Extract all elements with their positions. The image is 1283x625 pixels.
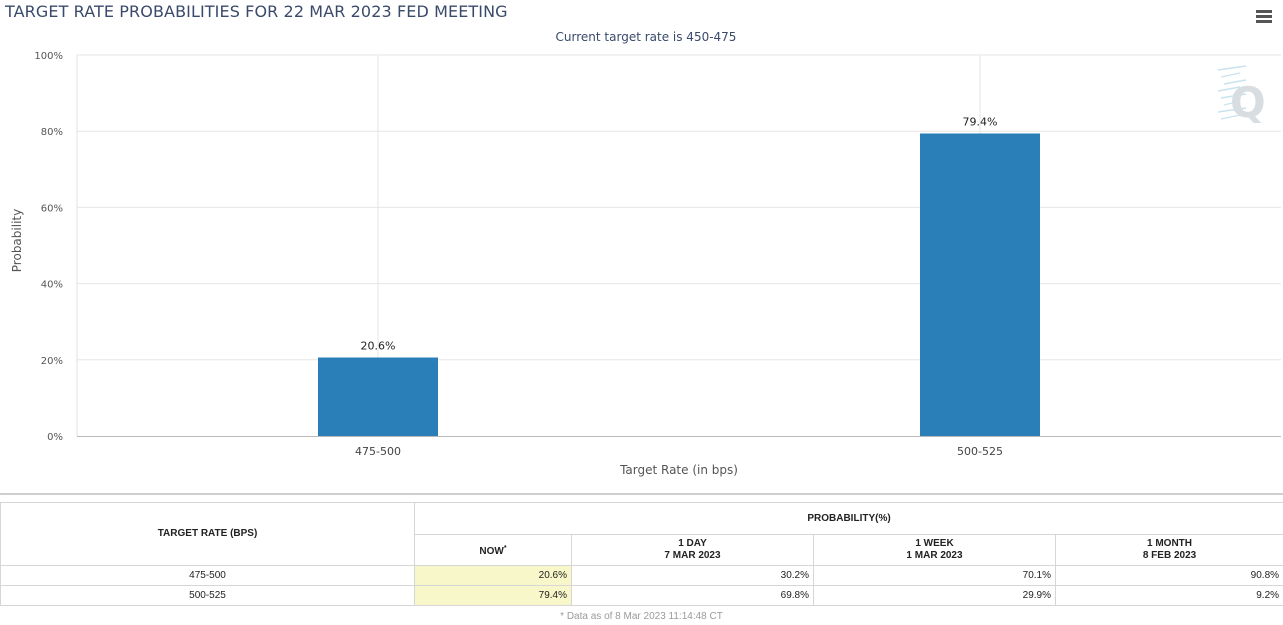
x-tick-label: 475-500 [355,445,401,458]
target-rate-header: TARGET RATE (BPS) [0,502,415,566]
bar [318,357,438,436]
probability-table: TARGET RATE (BPS) PROBABILITY(%) NOW* 1 … [0,502,1283,606]
week-cell: 29.9% [813,585,1056,606]
y-tick-label: 100% [34,51,63,62]
month-cell: 9.2% [1054,585,1283,606]
bar-chart: Current target rate is 450-475 Q 0% 20% 40% 6… [10,30,1281,477]
rate-cell: 475-500 [0,565,415,586]
day-cell: 30.2% [571,565,814,586]
section-divider [0,493,1283,495]
data-timestamp-footnote: * Data as of 8 Mar 2023 11:14:48 CT [560,611,723,622]
svg-text:Q: Q [1230,78,1266,127]
col-1month-header: 1 MONTH 8 FEB 2023 [1054,534,1283,566]
chart-title: TARGET RATE PROBABILITIES FOR 22 MAR 202… [5,2,508,21]
y-tick-label: 0% [47,432,63,443]
day-cell: 69.8% [571,585,814,606]
watermark-logo-icon: Q [1217,65,1266,127]
col-now-label: NOW* [479,544,507,557]
table-row: 475-500 20.6% 30.2% 70.1% 90.8% [0,565,1283,586]
bar [920,133,1040,436]
x-tick-label: 500-525 [957,445,1003,458]
bar-data-label: 79.4% [963,115,998,128]
hamburger-menu-icon[interactable] [1256,10,1272,24]
chart-subtitle: Current target rate is 450-475 [556,30,737,44]
bar-data-label: 20.6% [361,340,396,353]
now-cell: 79.4% [414,585,572,606]
y-tick-label: 40% [41,280,63,291]
now-cell: 20.6% [414,565,572,586]
month-cell: 90.8% [1054,565,1283,586]
col-1week-header: 1 WEEK 1 MAR 2023 [813,534,1056,566]
y-tick-label: 80% [41,127,63,138]
rate-cell: 500-525 [0,585,415,606]
y-axis-title: Probability [10,209,24,272]
probability-header: PROBABILITY(%) [413,502,1283,535]
week-cell: 70.1% [813,565,1056,586]
y-tick-label: 60% [41,203,63,214]
col-now-header: NOW* [414,534,572,566]
y-tick-label: 20% [41,356,63,367]
table-row: 500-525 79.4% 69.8% 29.9% 9.2% [0,585,1283,606]
col-1day-header: 1 DAY 7 MAR 2023 [571,534,814,566]
x-axis-title: Target Rate (in bps) [619,463,738,477]
